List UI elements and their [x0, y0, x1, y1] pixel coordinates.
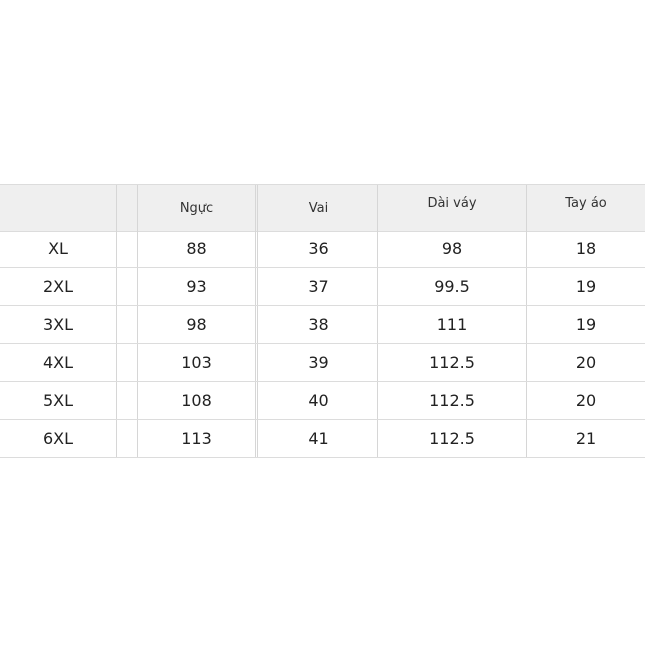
cell-dai-vay: 98 [378, 230, 527, 267]
cell-spacer [117, 382, 138, 419]
cell-size: 6XL [0, 420, 117, 457]
header-dai-vay: Dài váy [378, 185, 527, 231]
cell-tay-ao: 19 [575, 277, 597, 296]
header-size [0, 185, 117, 231]
cell-vai: 37 [260, 268, 378, 305]
cell-vai: 38 [260, 306, 378, 343]
cell-size: 4XL [0, 344, 117, 381]
header-vai: Vai [260, 185, 378, 231]
table-row: 6XL 113 41 112.5 21 [0, 420, 645, 458]
cell-tay-ao: 18 [575, 239, 597, 258]
table-row: 4XL 103 39 112.5 20 [0, 344, 645, 382]
table-row: XL 88 36 98 18 [0, 230, 645, 268]
cell-tay-ao: 20 [575, 353, 597, 372]
cell-tay-ao: 20 [575, 391, 597, 410]
cell-dai-vay: 112.5 [378, 420, 527, 457]
table-row: 5XL 108 40 112.5 20 [0, 382, 645, 420]
header-tay-ao: Tay áo [565, 195, 607, 211]
cell-spacer [117, 306, 138, 343]
cell-dai-vay: 112.5 [378, 344, 527, 381]
cell-nguc: 113 [138, 420, 258, 457]
header-row: Ngực Vai Dài váy Tay áo [0, 184, 645, 232]
cell-spacer [117, 420, 138, 457]
cell-nguc: 108 [138, 382, 258, 419]
cell-size: 5XL [0, 382, 117, 419]
table-row: 2XL 93 37 99.5 19 [0, 268, 645, 306]
cell-dai-vay: 112.5 [378, 382, 527, 419]
header-spacer [117, 185, 138, 231]
cell-size: 2XL [0, 268, 117, 305]
header-nguc: Ngực [138, 185, 258, 231]
cell-dai-vay: 111 [378, 306, 527, 343]
table-row: 3XL 98 38 111 19 [0, 306, 645, 344]
cell-size: XL [0, 230, 117, 267]
cell-tay-ao: 21 [575, 429, 597, 448]
cell-vai: 39 [260, 344, 378, 381]
cell-spacer [117, 268, 138, 305]
cell-nguc: 98 [138, 306, 258, 343]
cell-vai: 36 [260, 230, 378, 267]
cell-vai: 41 [260, 420, 378, 457]
cell-tay-ao: 19 [575, 315, 597, 334]
cell-nguc: 88 [138, 230, 258, 267]
cell-size: 3XL [0, 306, 117, 343]
cell-spacer [117, 230, 138, 267]
cell-vai: 40 [260, 382, 378, 419]
cell-nguc: 103 [138, 344, 258, 381]
cell-nguc: 93 [138, 268, 258, 305]
cell-spacer [117, 344, 138, 381]
cell-dai-vay: 99.5 [378, 268, 527, 305]
